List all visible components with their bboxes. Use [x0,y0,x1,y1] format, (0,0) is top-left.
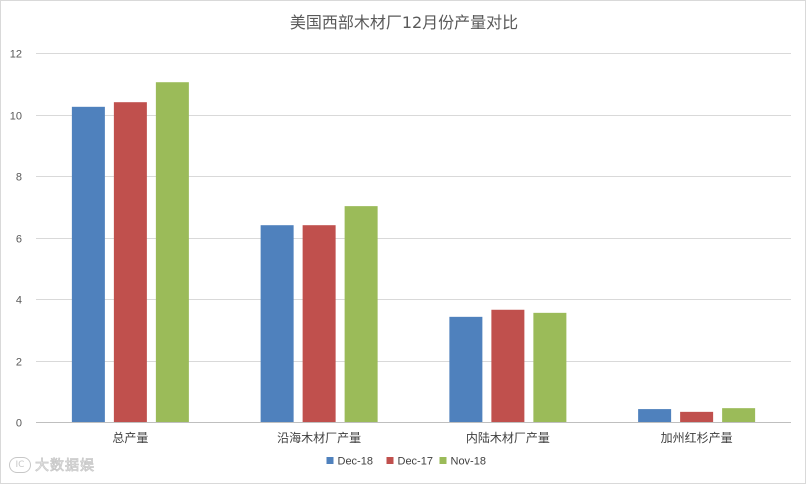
bar-dec-18-4 [638,409,672,422]
chart-title: 美国西部木材厂12月份产量对比 [290,13,518,32]
legend-label: Dec-18 [338,456,373,468]
legend: Dec-18 Dec-17 Nov-18 [326,456,486,468]
x-axis-categories: 总产量 沿海木材厂产量 内陆木材厂产量 加州红杉产量 [112,430,732,445]
y-tick-label: 0 [16,418,22,430]
legend-swatch [326,457,334,464]
x-category-label: 内陆木材厂产量 [466,430,550,445]
bar-nov-18-2 [344,206,378,422]
x-category-label: 总产量 [112,431,148,445]
y-axis-ticks: 0 2 4 6 8 10 12 [10,49,22,430]
legend-label: Dec-17 [398,456,433,468]
y-tick-label: 6 [16,234,22,246]
bar-dec-18-1 [71,106,105,422]
bar-dec-17-3 [491,309,525,422]
legend-label: Nov-18 [451,456,486,468]
bars [71,82,756,423]
watermark-logo: IC [9,457,31,473]
legend-swatch [386,457,394,464]
watermark-text: 大数据娱 [35,458,95,475]
y-tick-label: 8 [16,172,22,184]
x-category-label: 加州红杉产量 [661,430,733,445]
watermark: IC 大数据娱 [9,455,95,475]
bar-dec-18-2 [260,225,294,422]
x-category-label: 沿海木材厂产量 [277,430,361,445]
bar-nov-18-4 [722,408,756,422]
y-tick-label: 2 [16,357,22,369]
bar-dec-18-3 [449,316,483,422]
gridlines [36,53,791,423]
bar-nov-18-1 [155,82,189,423]
bar-dec-17-2 [302,225,336,422]
bar-dec-17-4 [680,411,714,422]
y-tick-label: 12 [10,49,22,61]
bar-dec-17-1 [113,102,147,422]
y-tick-label: 4 [16,295,22,307]
y-tick-label: 10 [10,111,22,123]
bar-nov-18-3 [533,312,567,422]
legend-swatch [439,457,447,464]
